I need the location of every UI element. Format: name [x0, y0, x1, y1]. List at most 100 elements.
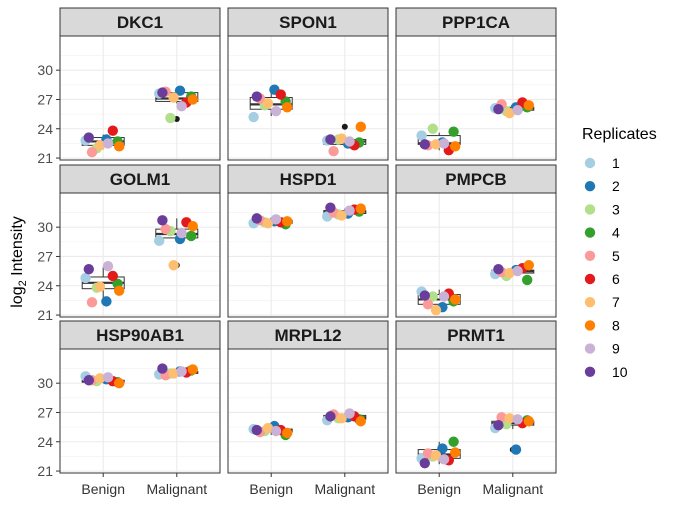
legend-label: 4: [612, 225, 620, 241]
replicate-point: [325, 202, 336, 213]
replicate-point: [251, 213, 262, 224]
replicate-point: [248, 111, 259, 123]
replicate-point: [262, 98, 274, 109]
legend-label: 9: [612, 341, 620, 357]
replicate-point: [504, 413, 515, 424]
replicate-point: [168, 260, 179, 271]
replicate-point: [270, 105, 282, 117]
replicate-point: [512, 414, 523, 425]
panel-ppp1ca: PPP1CA: [395, 7, 557, 161]
panel-border: [395, 35, 557, 161]
replicate-point: [282, 216, 293, 227]
replicate-point: [270, 214, 282, 225]
replicate-point: [83, 375, 95, 386]
replicate-point: [157, 87, 168, 98]
legend-key: [584, 181, 596, 192]
replicate-point: [251, 424, 262, 436]
y-axis-title-subscript: 2: [17, 280, 29, 286]
replicate-point: [512, 265, 523, 277]
panel-border: [227, 192, 389, 318]
replicate-point: [416, 130, 427, 141]
replicate-point: [86, 297, 98, 308]
replicate-point: [523, 416, 534, 427]
replicate-point: [448, 126, 459, 137]
facet-title: GOLM1: [110, 170, 170, 189]
replicate-point: [493, 104, 504, 115]
replicate-point: [430, 139, 442, 150]
replicate-point: [427, 291, 438, 302]
replicate-point: [355, 416, 366, 427]
x-tick-label: Benign: [417, 481, 461, 497]
y-tick-label: 24: [37, 121, 53, 137]
replicate-point: [448, 436, 459, 447]
replicate-point: [282, 102, 293, 113]
x-tick-label: Malignant: [146, 481, 207, 497]
replicate-point: [251, 91, 262, 102]
replicate-point: [83, 263, 95, 275]
replicate-point: [94, 281, 106, 292]
replicate-point: [523, 260, 534, 271]
y-tick-label: 24: [37, 434, 53, 450]
replicate-point: [427, 123, 438, 134]
replicate-point: [165, 112, 176, 124]
facet-strip: [227, 7, 389, 37]
panel-golm1: GOLM1 21 24 27 30: [37, 164, 221, 323]
legend-key: [584, 273, 596, 285]
y-tick-label: 27: [37, 248, 53, 264]
replicate-point: [102, 372, 114, 383]
replicate-point: [355, 121, 366, 133]
replicate-point: [154, 235, 165, 247]
replicate-point: [450, 141, 461, 152]
replicate-point: [262, 218, 274, 229]
legend-key: [584, 250, 596, 261]
legend-label: 1: [612, 155, 620, 171]
replicate-point: [422, 299, 434, 310]
replicate-point: [355, 203, 366, 214]
facet-title: DKC1: [117, 13, 163, 32]
replicate-point: [160, 223, 171, 235]
facet-title: MRPL12: [274, 326, 341, 345]
replicate-point: [282, 427, 293, 439]
replicate-point: [176, 227, 187, 239]
panel-border: [59, 35, 221, 161]
panel-background: [228, 349, 388, 473]
replicate-point: [114, 377, 125, 389]
facet-title: SPON1: [279, 13, 337, 32]
replicate-point: [437, 443, 448, 454]
replicate-point: [114, 141, 125, 152]
replicate-point: [114, 285, 125, 296]
replicate-point: [187, 364, 198, 375]
x-tick-label: Benign: [249, 481, 293, 497]
replicate-point: [419, 458, 430, 469]
replicate-point: [493, 419, 504, 431]
panel-border: [395, 348, 557, 474]
replicate-point: [102, 138, 114, 149]
replicate-point: [493, 263, 504, 275]
replicate-point: [270, 425, 282, 437]
replicate-point: [168, 92, 179, 103]
y-tick-label: 21: [37, 463, 53, 479]
y-tick-label: 30: [37, 375, 53, 391]
y-tick-label: 27: [37, 404, 53, 420]
legend-title: Replicates: [582, 126, 657, 143]
replicate-point: [512, 105, 523, 116]
facet-strip: [395, 320, 557, 350]
legend-key: [584, 297, 596, 308]
replicate-point: [176, 366, 187, 377]
y-tick-label: 30: [37, 219, 53, 235]
legend-key: [584, 227, 596, 238]
replicate-point: [176, 101, 187, 112]
y-axis-title-part: log: [9, 286, 26, 307]
legend-key: [584, 204, 596, 215]
legend-label: 3: [612, 201, 620, 217]
replicate-point: [419, 139, 430, 150]
legend-label: 6: [612, 271, 620, 287]
replicate-point: [187, 220, 198, 232]
panel-background: [60, 193, 220, 317]
facet-title: PPP1CA: [442, 13, 510, 32]
y-axis-title: log2 Intensity: [9, 216, 29, 308]
replicate-point: [344, 408, 355, 419]
x-tick-label: Malignant: [482, 481, 543, 497]
facet-title: HSP90AB1: [96, 326, 184, 345]
